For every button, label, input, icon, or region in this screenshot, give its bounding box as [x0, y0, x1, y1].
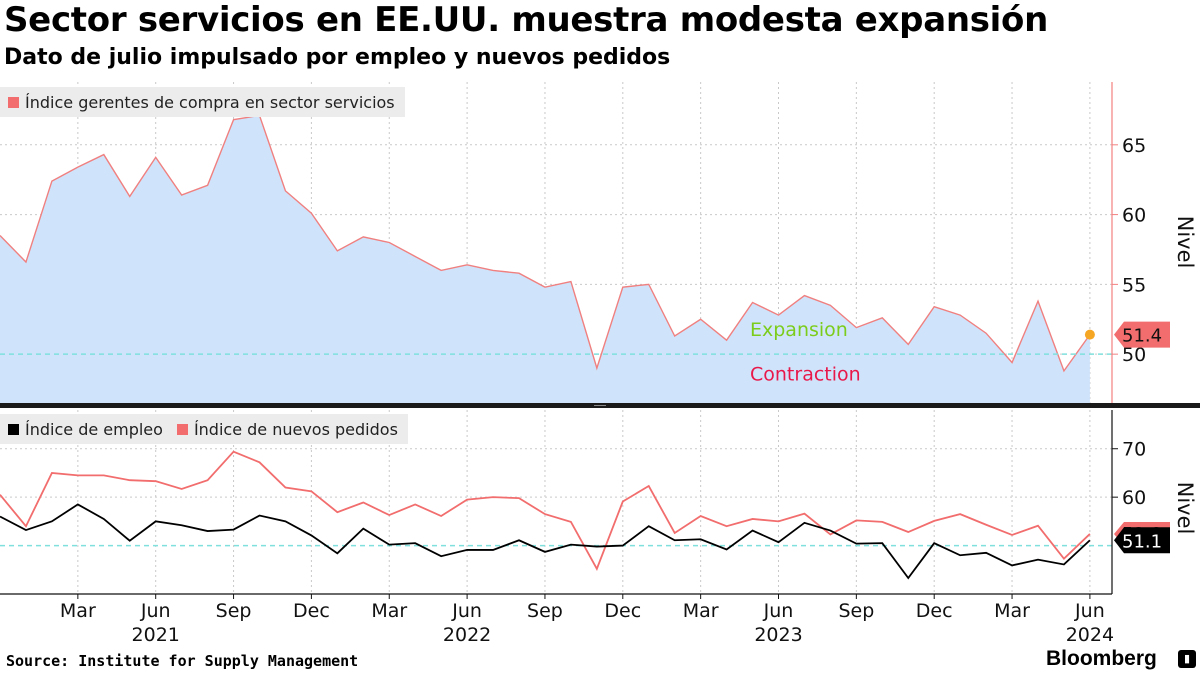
legend-label-employment: Índice de empleo	[25, 419, 163, 439]
expansion-annotation: Expansion	[750, 319, 848, 341]
x-year-label: 2024	[1066, 624, 1114, 646]
brand-logo: Bloomberg	[1046, 647, 1157, 670]
legend-item-employment[interactable]: Índice de empleo	[8, 420, 163, 439]
contraction-annotation: Contraction	[750, 364, 861, 386]
x-tick-label: Dec	[604, 600, 641, 622]
pmi-last-value-label: 51.4	[1122, 326, 1162, 347]
pmi-last-value-tag	[1114, 321, 1170, 348]
legend-item-pmi[interactable]: Índice gerentes de compra en sector serv…	[8, 93, 395, 112]
x-tick-label: Sep	[838, 600, 874, 622]
x-tick-label: Sep	[216, 600, 252, 622]
x-axis: Mar Jun Sep Dec Mar Jun Sep Dec Mar Jun Sep Dec Mar J…	[0, 593, 1114, 646]
top-y-tick-label: 60	[1122, 205, 1146, 227]
x-tick-label: Dec	[916, 600, 953, 622]
last-value-marker	[1084, 329, 1095, 340]
top-y-axis-label: Nivel	[1173, 216, 1197, 269]
legend-item-new-orders[interactable]: Índice de nuevos pedidos	[176, 419, 398, 439]
x-tick-label: Sep	[527, 600, 563, 622]
x-tick-label: Mar	[683, 600, 719, 622]
chart-title: Sector servicios en EE.UU. muestra modes…	[4, 0, 1048, 40]
employment-last-value-label: 51.1	[1122, 531, 1162, 552]
legend-swatch-new-orders	[176, 423, 188, 435]
terminal-icon: ▮	[1178, 650, 1196, 668]
employment-last-value-tag	[1114, 527, 1170, 554]
source-note: Source: Institute for Supply Management	[6, 652, 359, 670]
new-orders-line	[0, 450, 1091, 571]
pmi-area	[0, 115, 1090, 403]
bottom-y-tick-label: 60	[1122, 487, 1146, 509]
bottom-legend: Índice de empleo Índice de nuevos pedido…	[0, 414, 408, 444]
legend-label-pmi: Índice gerentes de compra en sector serv…	[25, 92, 395, 112]
x-year-label: 2022	[443, 624, 491, 646]
top-legend: Índice gerentes de compra en sector serv…	[0, 87, 405, 117]
employment-line	[0, 503, 1091, 580]
legend-swatch-employment	[8, 423, 19, 435]
x-tick-label: Jun	[140, 600, 171, 622]
x-tick-label: Jun	[763, 600, 794, 622]
x-year-label: 2021	[132, 624, 180, 646]
x-tick-label: Mar	[994, 600, 1030, 622]
top-y-tick-label: 55	[1122, 274, 1146, 296]
x-year-label: 2023	[754, 624, 802, 646]
top-y-tick-label: 50	[1122, 344, 1146, 366]
pmi-line	[0, 114, 1091, 373]
x-tick-label: Dec	[293, 600, 330, 622]
top-y-tick-label: 65	[1122, 135, 1146, 157]
top-panel: 50 55 60 65 Expansion Contraction 51.4 Nivel	[0, 82, 1197, 403]
x-tick-label: Mar	[60, 600, 96, 622]
bottom-y-axis-label: Nivel	[1173, 482, 1197, 535]
bottom-y-tick-label: 70	[1122, 439, 1146, 461]
legend-swatch-pmi	[8, 96, 19, 108]
legend-label-new-orders: Índice de nuevos pedidos	[193, 419, 398, 439]
x-tick-label: Jun	[1074, 600, 1105, 622]
x-tick-label: Mar	[371, 600, 407, 622]
x-tick-label: Jun	[451, 600, 482, 622]
chart-subtitle: Dato de julio impulsado por empleo y nue…	[4, 45, 671, 70]
